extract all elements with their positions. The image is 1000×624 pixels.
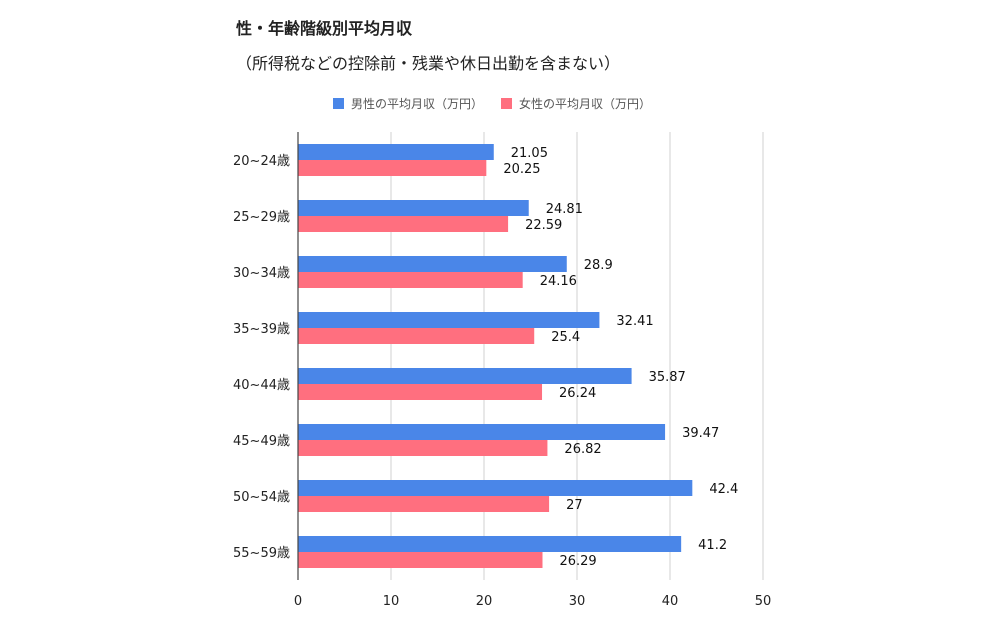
y-category-label: 20~24歳 xyxy=(233,154,290,169)
x-tick-label: 50 xyxy=(755,594,772,609)
x-tick-label: 0 xyxy=(294,594,302,609)
bar-male xyxy=(298,312,600,328)
bar-male xyxy=(298,480,693,496)
bar-male xyxy=(298,144,494,160)
bar-male xyxy=(298,200,529,216)
data-label-male: 28.9 xyxy=(584,258,613,273)
data-label-female: 26.82 xyxy=(564,442,601,457)
x-tick-label: 20 xyxy=(476,594,493,609)
chart-title: 性・年齢階級別平均月収 xyxy=(236,19,413,38)
bar-female xyxy=(298,496,550,512)
y-category-label: 55~59歳 xyxy=(233,546,290,561)
data-label-female: 26.29 xyxy=(559,554,596,569)
data-label-female: 20.25 xyxy=(503,162,540,177)
chart-legend: 男性の平均月収（万円） 女性の平均月収（万円） xyxy=(333,95,669,112)
bar-female xyxy=(298,384,543,400)
y-category-label: 35~39歳 xyxy=(233,322,290,337)
bar-female xyxy=(298,440,548,456)
data-label-male: 24.81 xyxy=(546,202,583,217)
legend-item-female: 女性の平均月収（万円） xyxy=(501,95,651,112)
y-category-label: 50~54歳 xyxy=(233,490,290,505)
data-label-female: 27 xyxy=(566,498,583,513)
legend-label-female: 女性の平均月収（万円） xyxy=(519,97,652,111)
bar-female xyxy=(298,272,523,288)
data-label-female: 26.24 xyxy=(559,386,596,401)
data-label-male: 32.41 xyxy=(616,314,653,329)
bar-male xyxy=(298,256,567,272)
data-label-male: 41.2 xyxy=(698,538,727,553)
bar-male xyxy=(298,368,632,384)
bar-male xyxy=(298,424,666,440)
legend-label-male: 男性の平均月収（万円） xyxy=(351,97,484,111)
data-label-male: 21.05 xyxy=(511,146,548,161)
bar-female xyxy=(298,552,543,568)
y-category-label: 25~29歳 xyxy=(233,210,290,225)
x-tick-label: 30 xyxy=(569,594,586,609)
data-label-male: 42.4 xyxy=(709,482,738,497)
bar-female xyxy=(298,328,535,344)
data-label-female: 24.16 xyxy=(540,274,577,289)
legend-swatch-male xyxy=(333,98,344,109)
y-category-label: 30~34歳 xyxy=(233,266,290,281)
x-tick-label: 10 xyxy=(383,594,400,609)
x-tick-label: 40 xyxy=(662,594,679,609)
data-label-female: 22.59 xyxy=(525,218,562,233)
data-label-female: 25.4 xyxy=(551,330,580,345)
legend-item-male: 男性の平均月収（万円） xyxy=(333,95,483,112)
chart-subtitle: （所得税などの控除前・残業や休日出勤を含まない） xyxy=(236,54,621,73)
bar-male xyxy=(298,536,682,552)
y-category-label: 45~49歳 xyxy=(233,434,290,449)
data-label-male: 39.47 xyxy=(682,426,719,441)
y-category-label: 40~44歳 xyxy=(233,378,290,393)
legend-swatch-female xyxy=(501,98,513,109)
data-label-male: 35.87 xyxy=(649,370,686,385)
bar-female xyxy=(298,160,487,176)
bar-female xyxy=(298,216,509,232)
